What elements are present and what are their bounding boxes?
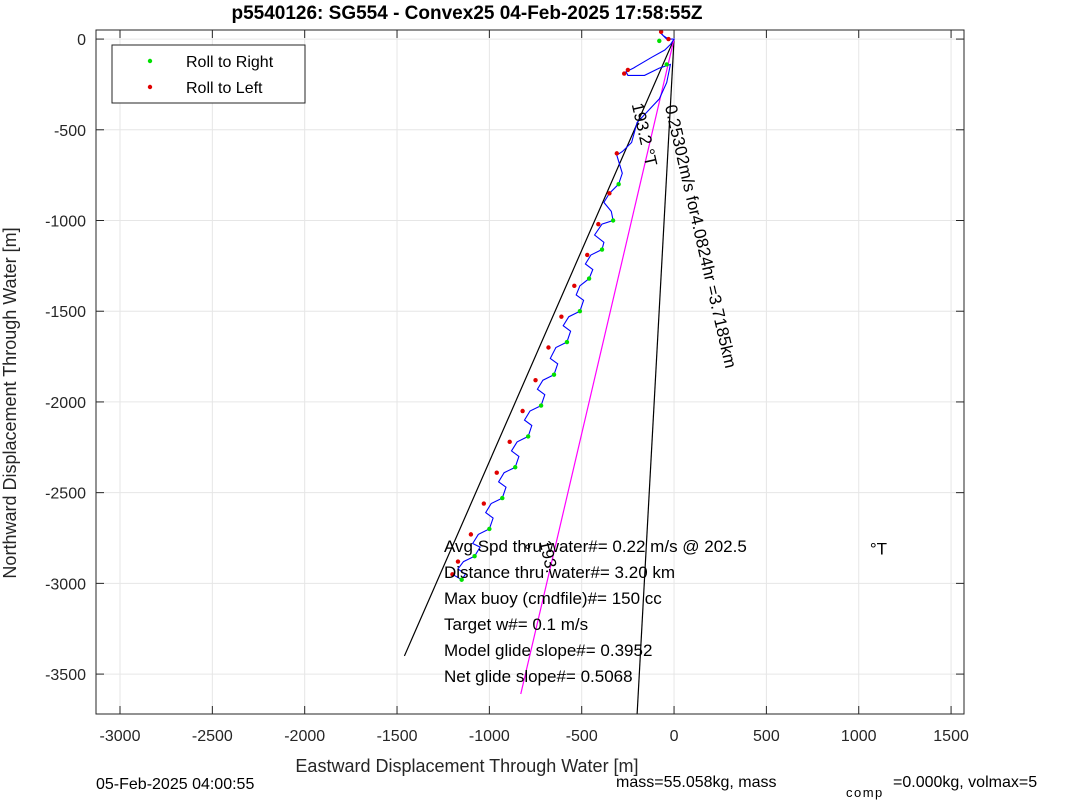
roll-left-marker	[614, 151, 619, 156]
grid-lines	[96, 30, 964, 714]
x-tick-label: -500	[566, 728, 598, 745]
roll-right-marker	[664, 62, 669, 67]
roll-right-marker	[538, 403, 544, 408]
footer-mass-subscript: comp	[846, 785, 884, 800]
roll-right-marker	[610, 218, 616, 223]
footer-timestamp: 05-Feb-2025 04:00:55	[96, 776, 254, 793]
roll-right-marker	[564, 339, 570, 345]
roll-right-marker	[525, 434, 531, 439]
stats-line: Avg Spd thru water#= 0.22 m/s @ 202.5	[444, 537, 747, 556]
roll-right-marker	[586, 276, 592, 281]
x-tick-label: 1000	[841, 728, 877, 745]
roll-left-marker	[520, 408, 525, 414]
stats-line: Model glide slope#= 0.3952	[444, 641, 652, 660]
roll-left-marker	[658, 29, 664, 35]
x-axis-label: Eastward Displacement Through Water [m]	[295, 756, 638, 776]
roll-left-marker	[533, 377, 538, 383]
footer-mass-rest: =0.000kg, volmax=5	[893, 774, 1037, 791]
roll-left-marker	[507, 439, 512, 445]
stats-line: Max buoy (cmdfile)#= 150 cc	[444, 589, 662, 608]
x-tick-label: -2000	[284, 728, 325, 745]
y-axis-ticks: 0 -500 -1000 -1500 -2000 -2500 -3000 -3500	[45, 32, 964, 684]
chart-title: p5540126: SG554 - Convex25 04-Feb-2025 1…	[231, 3, 702, 24]
legend-box	[111, 44, 306, 104]
roll-right-marker	[577, 309, 583, 314]
x-tick-label: 500	[753, 728, 780, 745]
y-axis-label: Northward Displacement Through Water [m]	[0, 227, 20, 578]
reference-line	[520, 38, 675, 695]
legend-marker-roll-left	[147, 84, 153, 90]
stats-line: Distance thru water#= 3.20 km	[444, 563, 675, 582]
roll-left-marker	[494, 470, 499, 475]
stats-text-block: Avg Spd thru water#= 0.22 m/s @ 202.5 Dis…	[444, 537, 747, 686]
roll-left-marker	[596, 221, 601, 227]
roll-markers	[450, 29, 671, 582]
roll-left-marker	[468, 532, 474, 537]
roll-right-marker	[616, 182, 621, 187]
roll-left-marker	[450, 572, 455, 577]
x-tick-label: -3000	[100, 728, 141, 745]
roll-right-marker	[513, 465, 518, 470]
x-tick-label: -1500	[377, 728, 418, 745]
roll-right-marker	[551, 372, 557, 377]
reference-line	[403, 38, 675, 657]
legend: Roll to Right Roll to Left	[111, 44, 306, 104]
roll-left-marker	[621, 71, 627, 76]
x-tick-label: -2500	[192, 728, 233, 745]
legend-marker-roll-right	[147, 58, 153, 64]
roll-right-marker	[599, 247, 605, 252]
legend-label-roll-left: Roll to Left	[186, 80, 263, 97]
x-axis-ticks: -3000 -2500 -2000 -1500 -1000 -500 0 500 1000 150…	[100, 30, 969, 745]
y-tick-label: -3000	[45, 576, 86, 593]
roll-right-marker	[657, 38, 662, 44]
plot-area	[96, 30, 964, 714]
roll-left-marker	[455, 559, 461, 564]
roll-right-marker	[459, 577, 464, 582]
roll-left-marker	[572, 283, 577, 289]
stats-line: Target w#= 0.1 m/s	[444, 615, 588, 634]
roll-left-marker	[559, 314, 564, 319]
reference-lines	[403, 38, 675, 715]
y-tick-label: -3500	[45, 667, 86, 684]
stats-line: Net glide slope#= 0.5068	[444, 667, 633, 686]
x-tick-label: 1500	[933, 728, 969, 745]
footer-mass-text: mass=55.058kg, mass	[616, 774, 777, 791]
roll-left-marker	[607, 191, 612, 196]
x-tick-label: 0	[670, 728, 679, 745]
roll-left-marker	[666, 36, 671, 42]
y-tick-label: -2000	[45, 395, 86, 412]
x-tick-label: -1000	[469, 728, 510, 745]
plot-frame	[95, 29, 965, 715]
roll-left-marker	[625, 67, 631, 73]
y-tick-label: -1000	[45, 214, 86, 231]
y-tick-label: -500	[54, 123, 86, 140]
roll-left-marker	[585, 252, 590, 258]
roll-right-marker	[500, 495, 505, 501]
y-tick-label: 0	[77, 32, 86, 49]
track-annotation: °	[524, 541, 531, 560]
roll-left-marker	[546, 345, 551, 350]
y-tick-label: -1500	[45, 304, 86, 321]
track-annotation: °T	[870, 539, 887, 558]
y-tick-label: -2500	[45, 486, 86, 503]
roll-right-marker	[472, 553, 477, 559]
roll-right-marker	[487, 526, 492, 532]
roll-left-marker	[481, 501, 487, 506]
legend-label-roll-right: Roll to Right	[186, 54, 274, 71]
reference-line	[636, 39, 675, 715]
